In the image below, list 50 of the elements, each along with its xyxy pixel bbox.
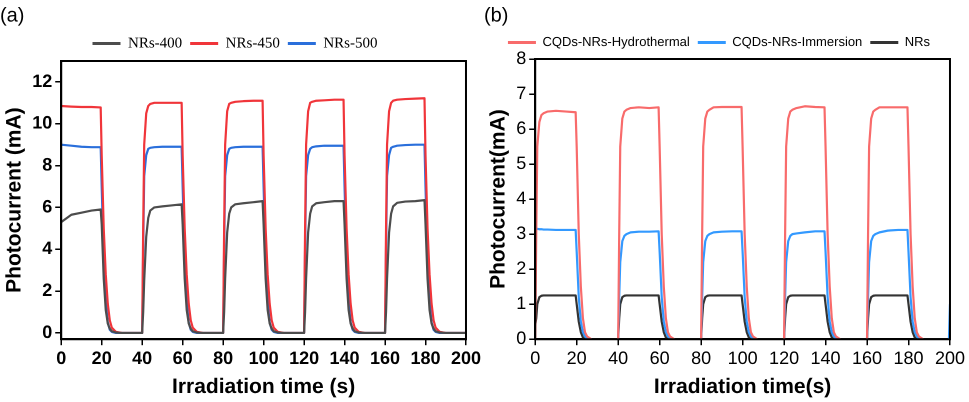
x-tick-label: 120	[769, 348, 800, 368]
x-tick-label: 60	[650, 348, 670, 368]
y-tick-label: 4	[42, 238, 52, 258]
y-axis-title: Photocurrent (mA)	[2, 107, 26, 293]
y-tick-label: 2	[516, 258, 526, 278]
x-tick-label: 80	[691, 348, 712, 368]
y-tick-label: 8	[42, 154, 52, 175]
legend-label: CQDs-NRs-Immersion	[732, 34, 862, 50]
y-tick-label: 10	[32, 112, 52, 133]
y-tick-label: 5	[516, 153, 526, 174]
y-tick-label: 4	[516, 188, 526, 208]
x-tick-label: 140	[810, 348, 841, 368]
x-tick-label: 20	[566, 348, 587, 368]
legend-label: NRs	[904, 34, 931, 50]
y-tick-label: 0	[42, 322, 52, 342]
y-tick-label: 7	[516, 82, 526, 103]
x-tick-label: 120	[289, 348, 320, 368]
x-axis-title: Irradiation time (s)	[172, 375, 356, 398]
x-tick-label: 200	[450, 348, 482, 368]
legend-label: NRs-500	[323, 35, 378, 52]
legend-label: NRs-450	[226, 35, 280, 52]
y-tick-label: 2	[42, 280, 52, 300]
y-tick-label: 6	[516, 118, 526, 138]
x-tick-label: 180	[410, 348, 441, 368]
x-tick-label: 40	[132, 348, 152, 368]
y-tick-label: 0	[516, 328, 526, 348]
chart-title: (a)	[0, 4, 24, 27]
x-tick-label: 0	[530, 348, 540, 368]
x-tick-label: 180	[893, 348, 924, 368]
y-tick-label: 3	[516, 223, 526, 244]
x-tick-label: 100	[248, 348, 279, 368]
y-tick-label: 6	[42, 196, 52, 216]
x-tick-label: 60	[172, 348, 193, 368]
y-tick-label: 8	[516, 48, 526, 68]
x-tick-label: 140	[330, 348, 360, 368]
x-tick-label: 200	[934, 348, 966, 368]
x-tick-label: 160	[370, 348, 400, 368]
y-axis-title: Photocurrent(mA)	[486, 109, 510, 289]
x-tick-label: 40	[608, 348, 628, 368]
y-tick-label: 1	[516, 293, 526, 314]
x-axis-title: Irradiation time(s)	[654, 375, 832, 398]
x-tick-label: 0	[56, 348, 66, 368]
legend-label: NRs-400	[128, 35, 182, 52]
legend-label: CQDs-NRs-Hydrothermal	[542, 34, 690, 50]
x-tick-label: 160	[852, 348, 882, 368]
chart-title: (b)	[484, 4, 508, 27]
x-tick-label: 100	[728, 348, 758, 368]
y-tick-label: 12	[32, 70, 52, 91]
x-tick-label: 80	[213, 348, 234, 368]
x-tick-label: 20	[92, 348, 112, 368]
